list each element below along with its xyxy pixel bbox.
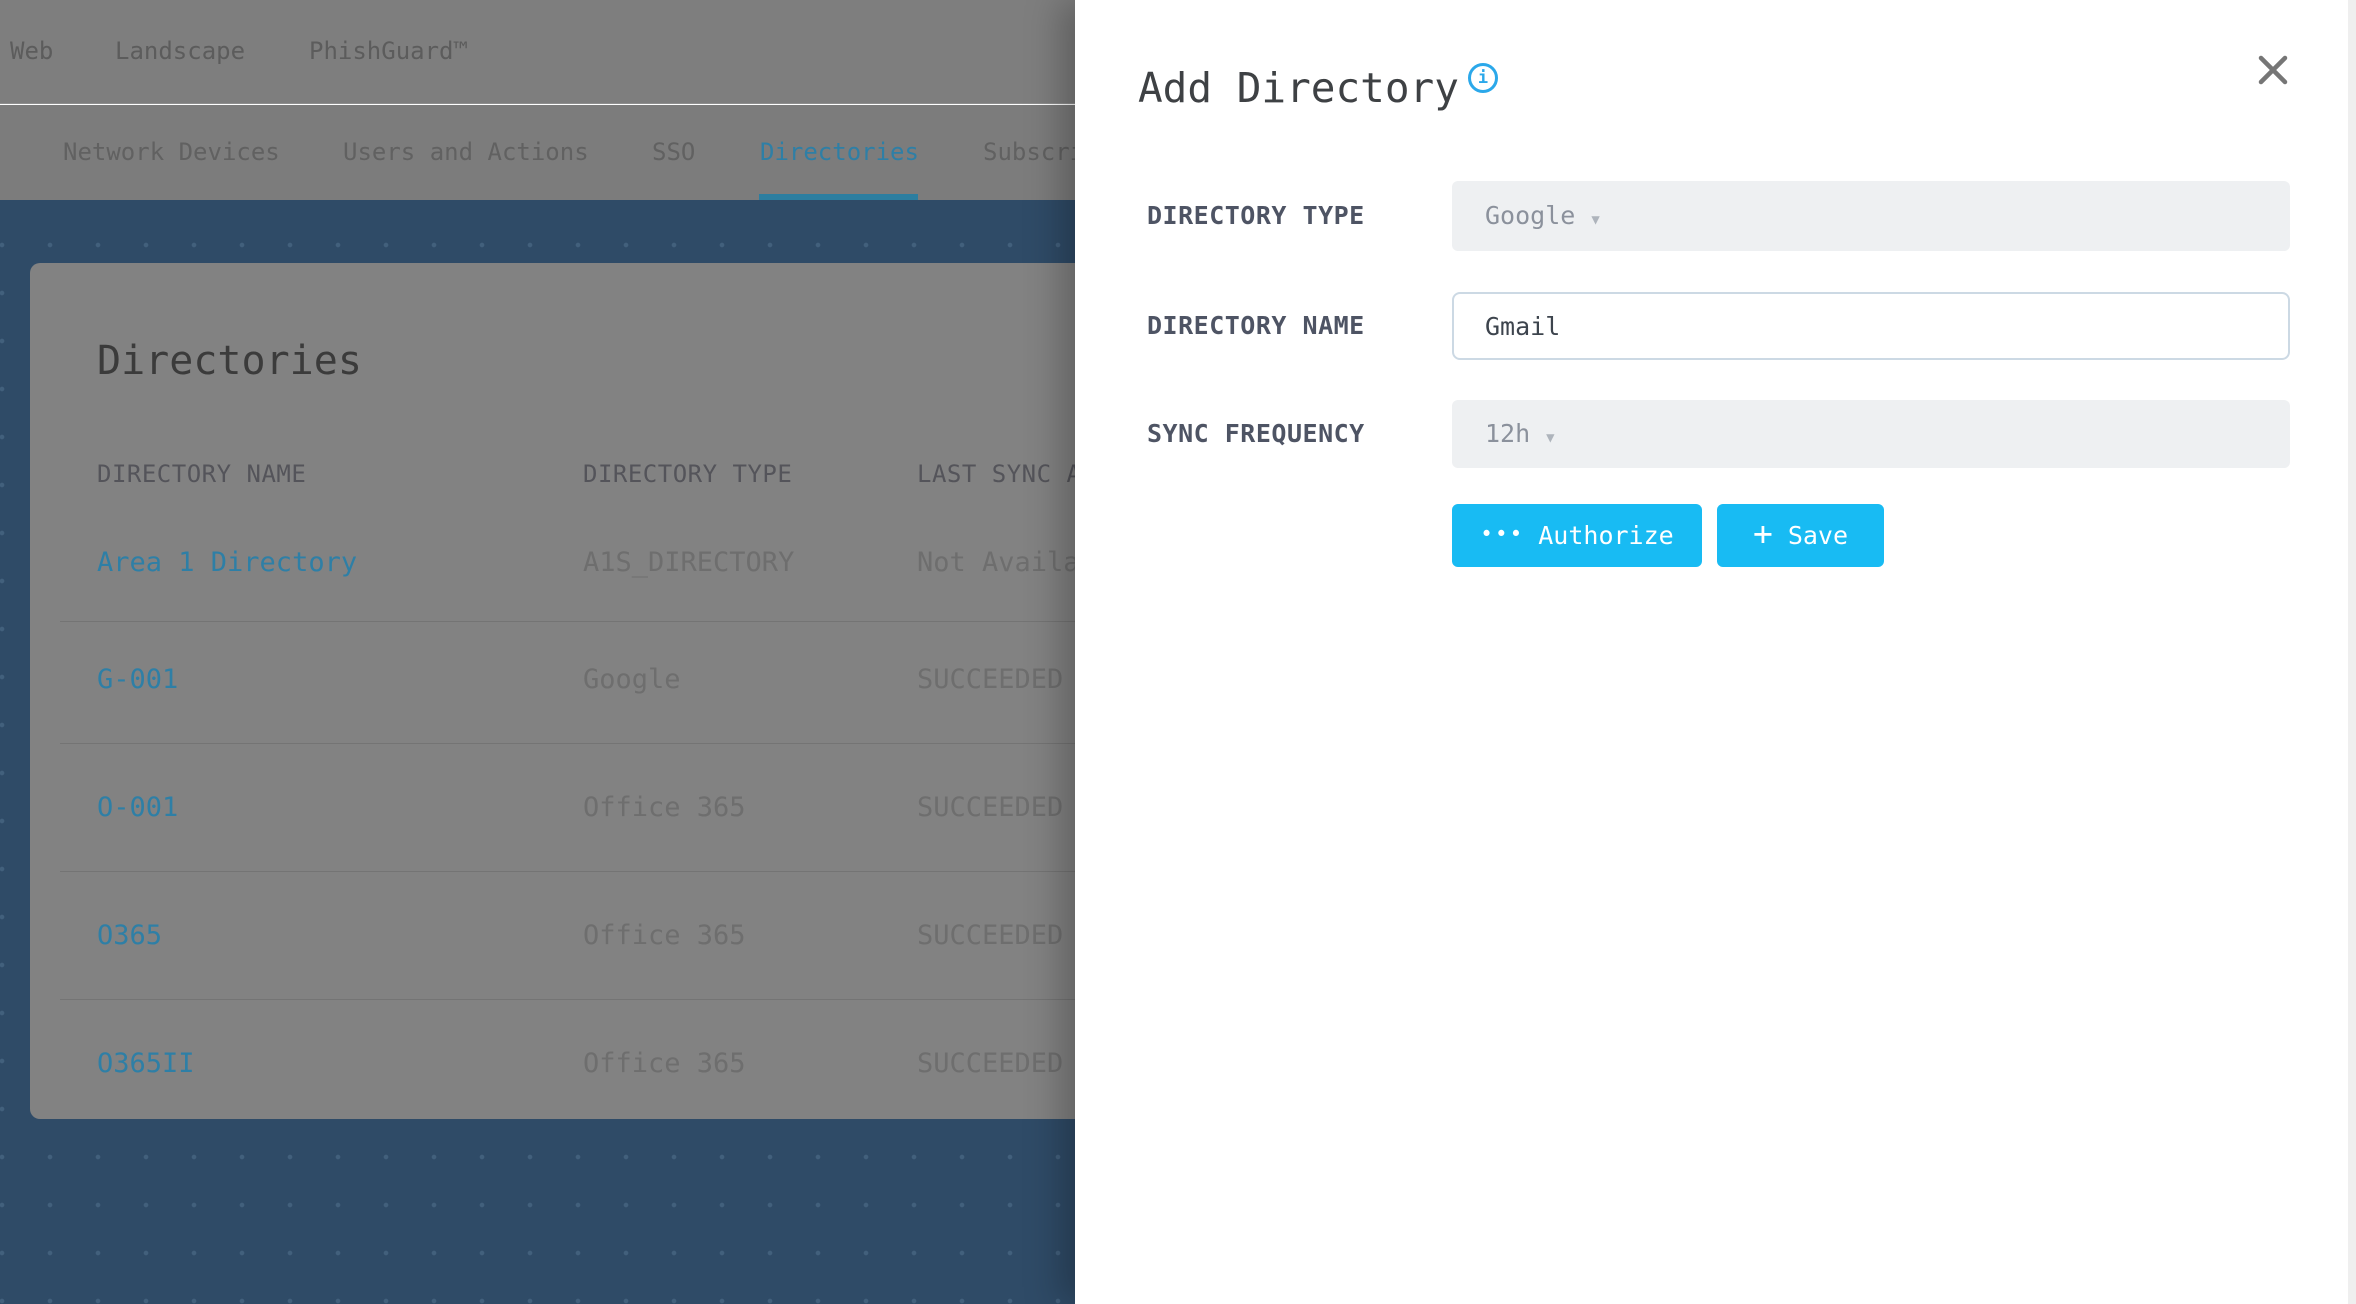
form-row-directory-name: DIRECTORY NAME (1075, 292, 2356, 360)
nav-item-web[interactable]: Web (10, 37, 54, 65)
add-directory-drawer: Add Directory i DIRECTORY TYPE Google ▼ D… (1075, 0, 2356, 1304)
column-header-directory-type: DIRECTORY TYPE (583, 460, 793, 488)
directory-type-value: Google ▼ (1485, 201, 1600, 230)
modal-title: Add Directory (1138, 64, 1459, 112)
authorize-button[interactable]: ••• Authorize (1452, 504, 1702, 567)
directory-name-label: DIRECTORY NAME (1147, 311, 1365, 340)
modal-actions: ••• Authorize + Save (1452, 504, 1884, 567)
table-row-last-sync: SUCCEEDED (917, 664, 1064, 695)
ellipsis-icon: ••• (1480, 521, 1525, 546)
directory-type-select[interactable]: Google ▼ (1452, 181, 2290, 251)
table-row-type: Office 365 (583, 792, 746, 823)
table-row-name-link[interactable]: O365II (97, 1048, 195, 1079)
form-row-directory-type: DIRECTORY TYPE Google ▼ (1075, 181, 2356, 251)
chevron-down-icon: ▼ (1591, 212, 1600, 228)
table-row-name-link[interactable]: G-001 (97, 664, 179, 695)
active-tab-underline (759, 194, 918, 200)
scrollbar-track[interactable] (2348, 0, 2356, 1304)
tab-users-and-actions[interactable]: Users and Actions (343, 138, 589, 166)
authorize-button-label: Authorize (1538, 521, 1674, 550)
sync-frequency-label: SYNC FREQUENCY (1147, 419, 1365, 448)
nav-item-landscape[interactable]: Landscape (115, 37, 246, 65)
form-row-sync-frequency: SYNC FREQUENCY 12h ▼ (1075, 400, 2356, 468)
page-title: Directories (97, 338, 362, 384)
directory-type-label: DIRECTORY TYPE (1147, 201, 1365, 230)
column-header-directory-name: DIRECTORY NAME (97, 460, 307, 488)
save-button[interactable]: + Save (1717, 504, 1884, 567)
sync-frequency-select[interactable]: 12h ▼ (1452, 400, 2290, 468)
save-button-label: Save (1787, 521, 1849, 550)
close-icon[interactable] (2255, 52, 2291, 88)
table-row-last-sync: SUCCEEDED (917, 792, 1064, 823)
table-row-last-sync: SUCCEEDED (917, 1048, 1064, 1079)
tab-directories[interactable]: Directories (760, 138, 919, 166)
table-row-last-sync: Not Availa (917, 547, 1080, 578)
directory-name-input[interactable] (1452, 292, 2290, 360)
chevron-down-icon: ▼ (1546, 430, 1555, 446)
table-row-last-sync: SUCCEEDED (917, 920, 1064, 951)
table-row-type: A1S_DIRECTORY (583, 547, 795, 578)
table-row-type: Office 365 (583, 920, 746, 951)
nav-item-phishguard[interactable]: PhishGuard™ (309, 37, 468, 65)
column-header-last-sync: LAST SYNC A (917, 460, 1082, 488)
table-row-name-link[interactable]: Area 1 Directory (97, 547, 358, 578)
table-row-type: Office 365 (583, 1048, 746, 1079)
table-row-type: Google (583, 664, 681, 695)
plus-icon: + (1752, 514, 1773, 553)
info-icon[interactable]: i (1468, 63, 1498, 93)
table-row-name-link[interactable]: O-001 (97, 792, 179, 823)
tab-subscriptions[interactable]: Subscri (983, 138, 1085, 166)
sync-frequency-value: 12h ▼ (1485, 419, 1555, 448)
table-row-name-link[interactable]: O365 (97, 920, 163, 951)
modal-backdrop[interactable] (0, 0, 1075, 1304)
tab-sso[interactable]: SSO (652, 138, 696, 166)
tab-network-devices[interactable]: Network Devices (63, 138, 280, 166)
